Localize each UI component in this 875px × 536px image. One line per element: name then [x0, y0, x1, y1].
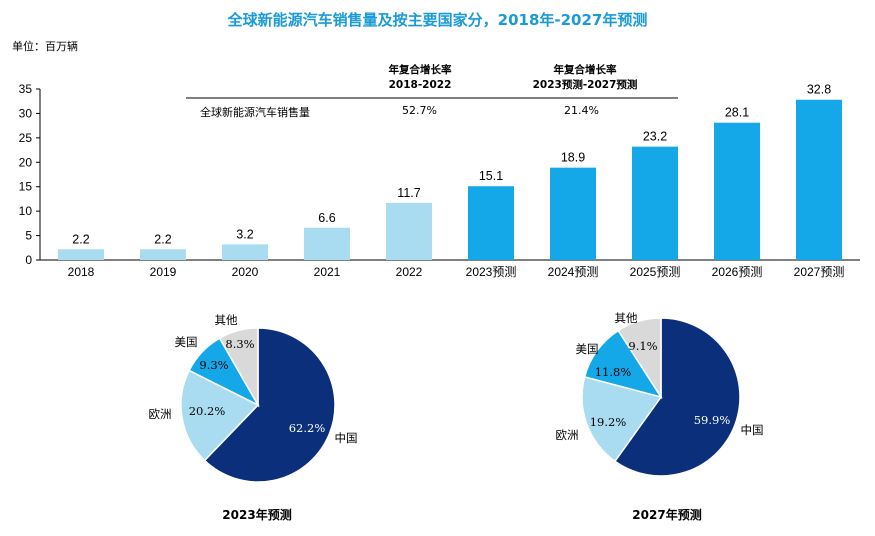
pie-percent-label: 9.1%: [628, 339, 657, 353]
bar-value-label: 2.2: [154, 232, 171, 246]
x-tick-label: 2023预测: [466, 265, 517, 279]
cagr-header-2-line2: 2023预测-2027预测: [532, 79, 638, 91]
x-tick-label: 2024预测: [548, 265, 599, 279]
x-tick-label: 2019: [150, 265, 177, 279]
bar-value-label: 15.1: [479, 169, 503, 183]
x-tick-label: 2027预测: [794, 265, 845, 279]
pie-percent-label: 19.2%: [590, 415, 627, 429]
bar: [714, 122, 760, 260]
y-tick-label: 20: [19, 155, 33, 169]
pie-percent-label: 8.3%: [225, 337, 254, 351]
y-tick-label: 25: [19, 131, 33, 145]
x-tick-label: 2026预测: [712, 265, 763, 279]
pie-percent-label: 62.2%: [289, 421, 326, 435]
pie-slice: [180, 369, 260, 462]
pie-slice: [218, 327, 259, 408]
bar-value-label: 32.8: [807, 83, 831, 97]
bar: [58, 249, 104, 260]
pie-slice: [581, 375, 663, 463]
pie-slice: [613, 317, 741, 477]
cagr-header-1-line1: 年复合增长率: [388, 64, 452, 76]
y-tick-label: 15: [19, 180, 33, 194]
x-tick-label: 2022: [396, 265, 423, 279]
cagr-value-2023-2027: 21.4%: [564, 104, 599, 117]
y-tick-label: 35: [19, 82, 33, 96]
bar: [550, 167, 596, 260]
x-tick-label: 2020: [232, 265, 259, 279]
bar-value-label: 3.2: [236, 227, 253, 241]
bar-value-label: 11.7: [397, 186, 420, 200]
pie-category-label: 其他: [215, 313, 238, 327]
y-tick-label: 10: [19, 204, 33, 218]
pie-percent-label: 9.3%: [199, 358, 228, 372]
pie-percent-label: 59.9%: [694, 413, 731, 427]
y-tick-label: 0: [25, 253, 32, 267]
pie-category-label: 美国: [175, 335, 198, 349]
bar-value-label: 2.2: [72, 232, 89, 246]
cagr-header-1-line2: 2018-2022: [388, 79, 452, 91]
pie-category-label: 欧洲: [556, 428, 579, 442]
bar-value-label: 28.1: [725, 106, 749, 120]
chart-title: 全球新能源汽车销售量及按主要国家分，2018年-2027年预测: [227, 11, 648, 29]
pie-title-2023: 2023年预测: [222, 508, 292, 522]
bar-value-label: 18.9: [561, 151, 585, 165]
x-tick-label: 2018: [68, 265, 95, 279]
x-tick-label: 2025预测: [630, 265, 681, 279]
unit-label: 单位：百万辆: [12, 40, 78, 53]
cagr-row-label: 全球新能源汽车销售量: [200, 106, 310, 119]
pie-category-label: 其他: [615, 311, 638, 325]
bar: [632, 146, 678, 260]
pie-title-2027: 2027年预测: [632, 508, 702, 522]
bar: [222, 244, 268, 260]
y-tick-label: 30: [19, 106, 33, 120]
pie-category-label: 美国: [576, 342, 599, 356]
bar-value-label: 23.2: [643, 130, 667, 144]
cagr-value-2018-2022: 52.7%: [402, 104, 437, 117]
x-tick-label: 2021: [314, 265, 341, 279]
bar: [386, 202, 432, 260]
pie-slice: [203, 327, 336, 483]
pie-slice: [617, 317, 662, 400]
pie-category-label: 中国: [335, 431, 358, 445]
bar: [468, 186, 514, 260]
bar: [140, 249, 186, 260]
pie-chart-2023: 62.2% 中国 20.2% 欧洲 9.3%美国 8.3% 其他: [149, 313, 358, 483]
pie-chart-2027: 59.9% 中国 19.2% 欧洲 11.8% 美国 9.1% 其他: [556, 311, 764, 477]
pie-percent-label: 11.8%: [595, 365, 632, 379]
bar-chart: 0 5 10 15 20 25 30 35 2.2 2018 2.2 2019 3.2 2020 6.6 20…: [19, 82, 860, 279]
pie-category-label: 欧洲: [149, 407, 172, 421]
bar-value-label: 6.6: [318, 211, 335, 225]
cagr-header-2018-2022: 年复合增长率 2018-2022: [360, 63, 480, 93]
pie-percent-label: 20.2%: [189, 404, 226, 418]
cagr-header-2023-2027: 年复合增长率 2023预测-2027预测: [515, 63, 655, 93]
bar: [304, 227, 350, 260]
pie-category-label: 中国: [741, 423, 764, 437]
bar: [796, 99, 842, 261]
y-tick-label: 5: [25, 229, 32, 243]
cagr-header-2-line1: 年复合增长率: [553, 64, 617, 76]
